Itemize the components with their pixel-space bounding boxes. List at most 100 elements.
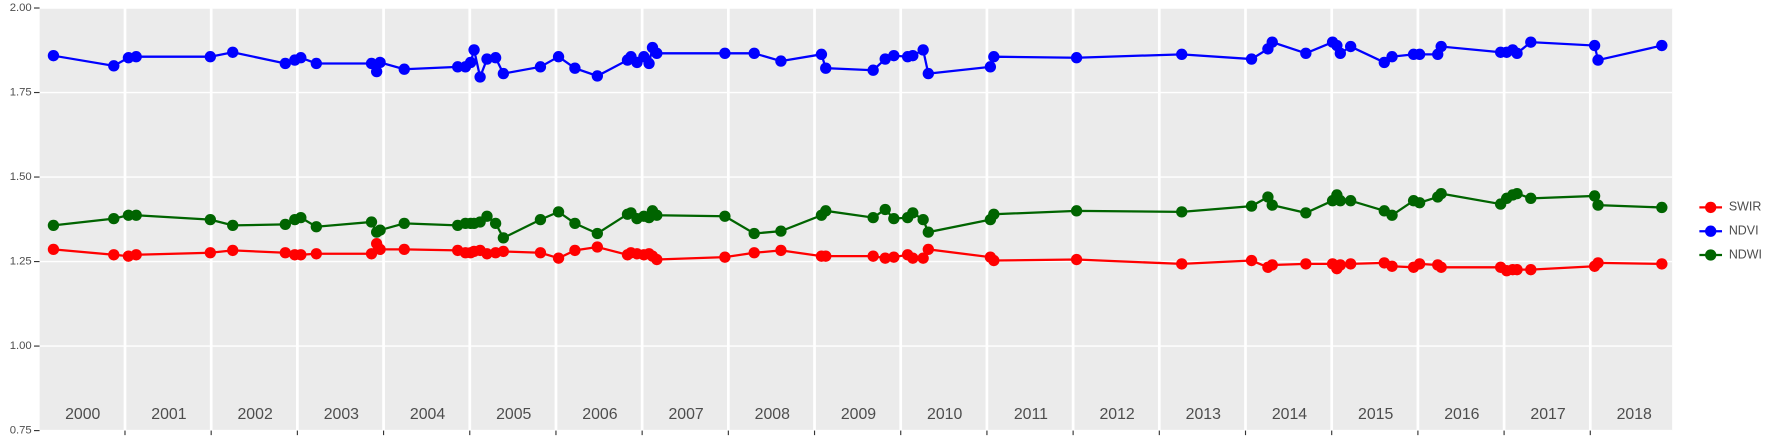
point	[643, 57, 655, 70]
point	[820, 62, 832, 74]
point	[569, 62, 581, 74]
point	[1334, 195, 1346, 207]
point	[651, 47, 663, 59]
year-label: 2011	[1014, 406, 1048, 423]
point	[1525, 264, 1537, 276]
point	[1511, 264, 1523, 276]
point	[1245, 200, 1258, 212]
point	[719, 210, 731, 222]
year-label: 2009	[841, 406, 876, 423]
point	[374, 224, 386, 236]
point	[569, 217, 581, 230]
legend-key	[1705, 249, 1717, 261]
point	[867, 250, 879, 262]
year-label: 2016	[1444, 406, 1479, 423]
point	[295, 52, 307, 64]
point	[130, 51, 142, 63]
point	[534, 213, 547, 226]
point	[1511, 47, 1523, 59]
point	[204, 247, 216, 259]
year-label: 2001	[151, 406, 186, 423]
point	[374, 243, 386, 256]
panel	[39, 8, 1673, 431]
point	[374, 56, 386, 69]
point	[365, 57, 378, 70]
point	[279, 218, 291, 231]
point	[569, 244, 581, 257]
point	[1300, 207, 1312, 219]
year-label: 2010	[927, 406, 962, 423]
point	[988, 208, 1000, 220]
point	[917, 213, 929, 226]
point	[1413, 48, 1426, 60]
point	[988, 51, 1000, 63]
point	[879, 53, 891, 65]
point	[204, 213, 216, 226]
point	[552, 51, 565, 63]
legend-key	[1705, 201, 1717, 214]
point	[1435, 187, 1447, 200]
point	[1266, 36, 1278, 48]
point	[497, 67, 510, 80]
point	[922, 67, 934, 80]
year-label: 2008	[755, 406, 790, 423]
point	[1413, 258, 1426, 270]
point	[917, 252, 929, 264]
point	[651, 253, 663, 266]
point	[922, 243, 934, 256]
point	[130, 249, 142, 261]
point	[1334, 47, 1346, 59]
point	[748, 227, 760, 240]
point	[1386, 51, 1398, 63]
point	[888, 251, 900, 263]
point	[922, 226, 934, 238]
point	[452, 61, 464, 73]
point	[907, 50, 919, 62]
year-label: 2003	[324, 406, 359, 423]
year-label: 2012	[1099, 406, 1134, 423]
point	[591, 227, 603, 240]
point	[227, 219, 239, 232]
point	[534, 247, 547, 259]
point	[984, 61, 997, 73]
point	[310, 221, 322, 233]
point	[552, 252, 565, 264]
point	[497, 245, 510, 258]
point	[1413, 197, 1426, 209]
point	[907, 207, 919, 219]
point	[1435, 40, 1447, 53]
point	[1070, 205, 1083, 217]
point	[108, 249, 120, 261]
point	[719, 47, 731, 59]
point	[815, 48, 828, 60]
point	[1588, 39, 1601, 52]
legend-label: NDVI	[1729, 223, 1759, 237]
year-label: 2004	[410, 406, 445, 423]
point	[988, 254, 1000, 267]
point	[47, 243, 60, 256]
point	[47, 50, 60, 62]
point	[227, 46, 239, 58]
year-label: 2007	[668, 406, 703, 423]
point	[310, 57, 322, 70]
point	[591, 70, 603, 82]
point	[1266, 199, 1278, 211]
year-label: 2005	[496, 406, 531, 423]
point	[1592, 199, 1604, 211]
point	[651, 209, 663, 221]
point	[888, 50, 900, 62]
legend-label: NDWI	[1729, 247, 1762, 261]
point	[552, 206, 565, 218]
point	[775, 225, 787, 237]
point	[1511, 187, 1523, 200]
point	[365, 248, 378, 260]
point	[398, 243, 410, 256]
point	[879, 203, 891, 216]
point	[1245, 254, 1258, 267]
point	[279, 57, 291, 70]
point	[1525, 36, 1537, 48]
point	[917, 44, 929, 56]
year-label: 2017	[1530, 406, 1565, 423]
point	[279, 247, 291, 259]
